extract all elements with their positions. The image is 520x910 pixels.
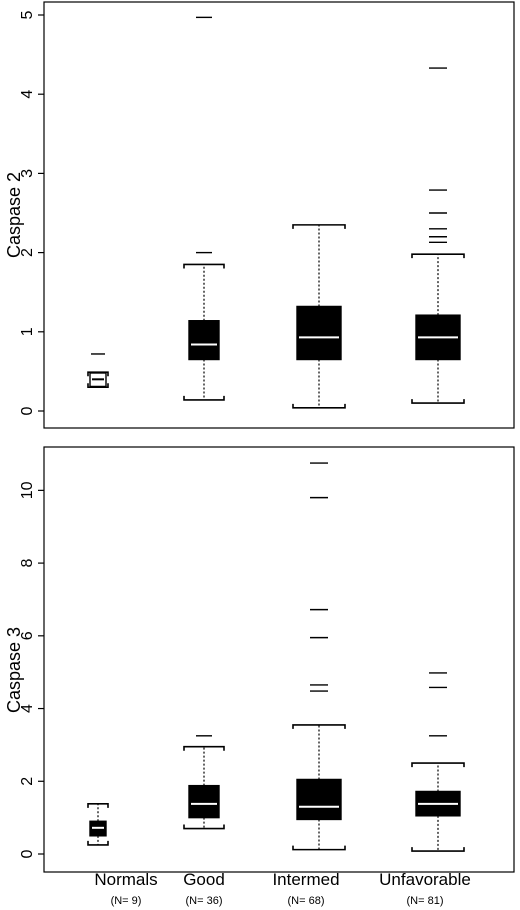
upper-whisker-cap xyxy=(183,745,225,751)
box-normals xyxy=(87,803,109,846)
panel-caspase-2: 0 1 2 3 4 5 Caspase 2 xyxy=(4,1,515,429)
y-tick-label: 4 xyxy=(19,704,36,713)
iqr-box xyxy=(296,778,342,821)
y-tick-label: 0 xyxy=(19,406,36,415)
upper-whisker-cap xyxy=(411,762,465,768)
upper-whisker-cap xyxy=(292,724,346,729)
lower-whisker-cap xyxy=(292,403,346,409)
lower-whisker-cap xyxy=(292,845,346,851)
lower-whisker-cap xyxy=(183,395,225,401)
panel-caspase-3: 0 2 4 6 8 10 Caspase 3 xyxy=(4,446,515,873)
y-tick-label: 2 xyxy=(19,248,36,257)
n-count-label: (N= 81) xyxy=(407,895,444,907)
y-axis-label-bottom: Caspase 3 xyxy=(4,627,24,713)
boxes-bottom xyxy=(87,462,465,852)
y-axis-top: 0 1 2 3 4 5 xyxy=(19,10,44,415)
y-axis-bottom: 0 2 4 6 8 10 xyxy=(19,481,44,858)
n-count-label: (N= 36) xyxy=(186,895,223,907)
y-tick-label: 8 xyxy=(19,559,36,568)
box-good xyxy=(183,735,225,830)
n-count-label: (N= 9) xyxy=(111,895,142,907)
y-tick-label: 6 xyxy=(19,631,36,640)
lower-whisker-cap xyxy=(183,824,225,830)
category-label-normals: Normals xyxy=(94,870,157,889)
category-label-unfavorable: Unfavorable xyxy=(379,870,471,889)
iqr-box xyxy=(188,784,220,819)
x-axis-categories: Normals (N= 9) Good (N= 36) Intermed (N= 68) U… xyxy=(94,870,470,907)
y-tick-label: 5 xyxy=(19,10,36,19)
box-unfavorable xyxy=(411,67,465,404)
y-tick-label: 0 xyxy=(19,849,36,858)
box-intermed xyxy=(292,224,346,409)
plot-frame-top xyxy=(43,1,515,429)
iqr-box xyxy=(188,320,220,361)
y-axis-label-top: Caspase 2 xyxy=(4,172,24,258)
upper-whisker-cap xyxy=(411,253,465,259)
upper-whisker-cap xyxy=(87,371,109,377)
box-normals xyxy=(87,353,109,389)
category-label-good: Good xyxy=(183,870,225,889)
y-tick-label: 10 xyxy=(19,481,36,499)
n-count-label: (N= 68) xyxy=(288,895,325,907)
upper-whisker-cap xyxy=(292,224,346,229)
plot-frame-bottom xyxy=(43,446,515,873)
boxes-top xyxy=(87,16,465,409)
upper-whisker-cap xyxy=(183,263,225,269)
lower-whisker-cap xyxy=(411,847,465,852)
y-tick-label: 1 xyxy=(19,327,36,336)
lower-whisker-cap xyxy=(87,383,109,389)
box-unfavorable xyxy=(411,672,465,852)
upper-whisker-cap xyxy=(87,803,109,808)
category-label-intermed: Intermed xyxy=(272,870,339,889)
iqr-box xyxy=(296,305,342,361)
lower-whisker-cap xyxy=(87,840,109,846)
lower-whisker-cap xyxy=(411,399,465,404)
box-intermed xyxy=(292,462,346,851)
box-good xyxy=(183,16,225,401)
y-tick-label: 2 xyxy=(19,777,36,786)
y-tick-label: 3 xyxy=(19,169,36,178)
y-tick-label: 4 xyxy=(19,90,36,99)
